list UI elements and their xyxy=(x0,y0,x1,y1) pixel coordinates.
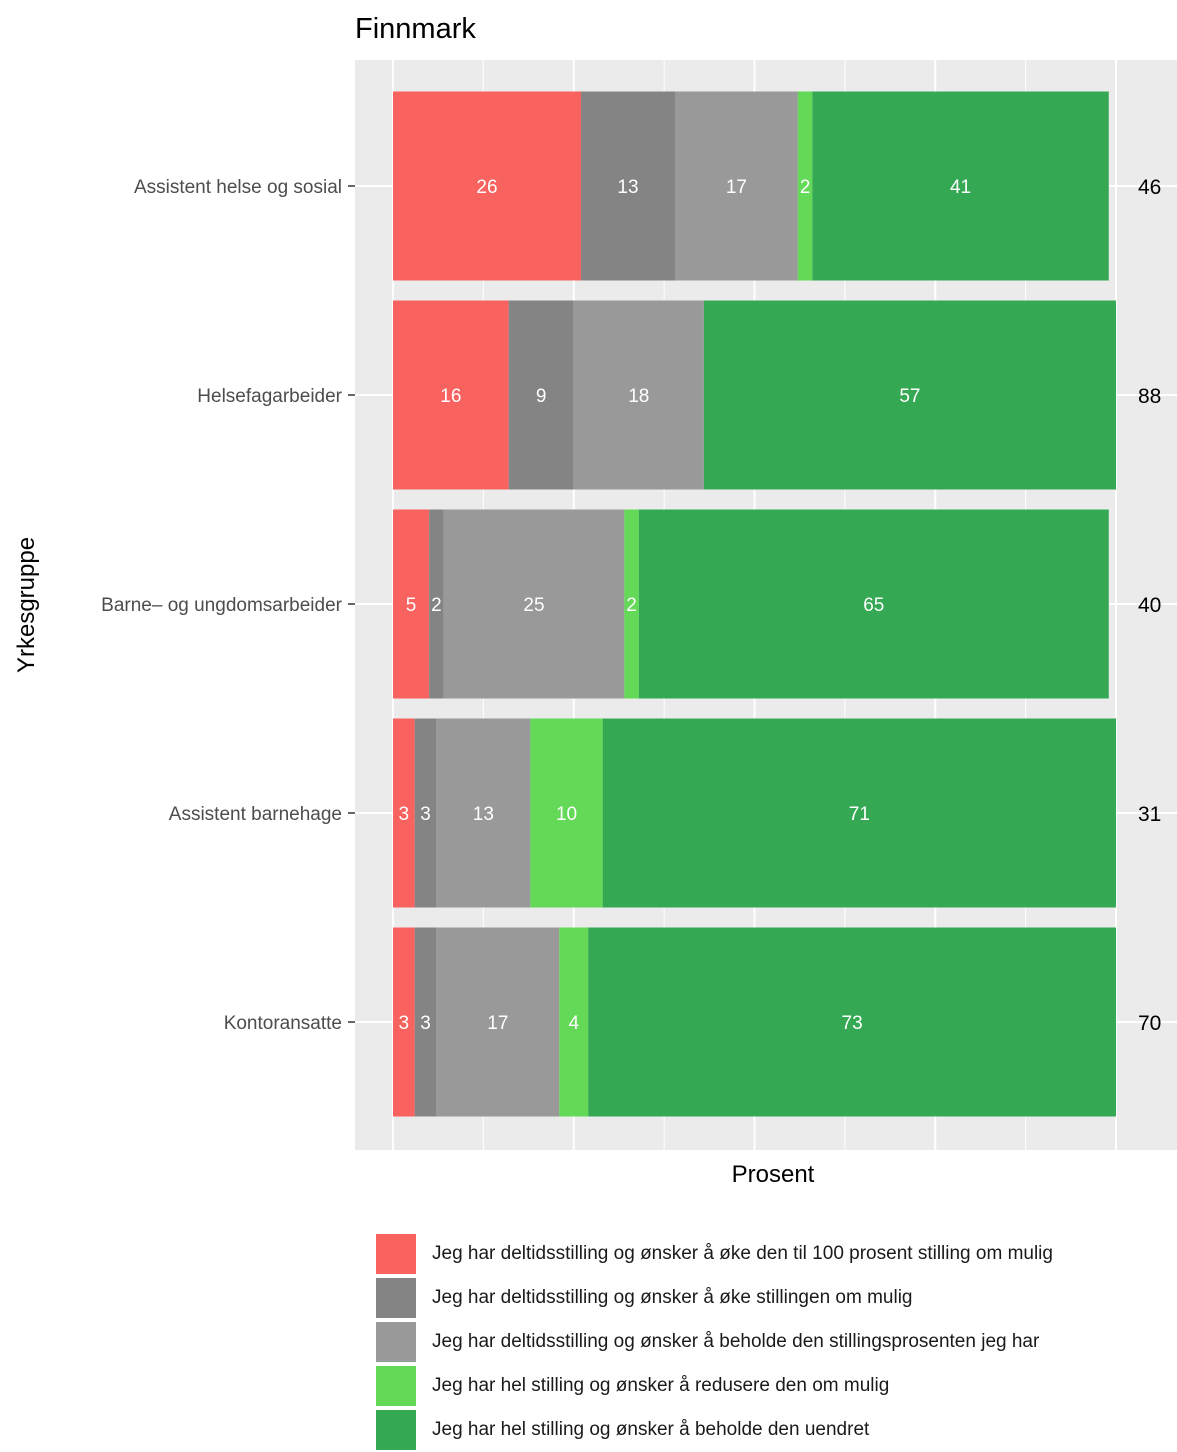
bar-segment xyxy=(508,300,574,490)
legend-swatch xyxy=(376,1278,416,1318)
bar-segment xyxy=(588,927,1116,1117)
bar-segment xyxy=(393,300,509,490)
legend-swatch xyxy=(376,1234,416,1274)
bar-value-label: 18 xyxy=(628,386,649,407)
bar-segment xyxy=(393,509,430,699)
bar-value-label: 65 xyxy=(863,595,884,616)
count-label: 31 xyxy=(1138,803,1161,826)
count-label: 88 xyxy=(1138,385,1161,408)
bar-segment xyxy=(436,718,531,908)
bar-value-label: 73 xyxy=(842,1013,863,1034)
count-label: 40 xyxy=(1138,594,1161,617)
legend-swatch xyxy=(376,1322,416,1362)
bar-value-label: 41 xyxy=(950,177,971,198)
bar-value-label: 2 xyxy=(800,177,811,198)
legend-label: Jeg har hel stilling og ønsker å reduser… xyxy=(432,1375,890,1396)
legend-item: Jeg har deltidsstilling og ønsker å øke … xyxy=(376,1232,1177,1276)
bar-value-label: 10 xyxy=(556,804,577,825)
category-label: Assistent helse og sosial xyxy=(134,177,342,198)
bar-value-label: 26 xyxy=(476,177,497,198)
legend-swatch xyxy=(376,1366,416,1406)
bar-segment xyxy=(812,91,1109,281)
bar-segment xyxy=(573,300,704,490)
bar-segment xyxy=(674,91,798,281)
bar-value-label: 3 xyxy=(420,1013,431,1034)
category-label: Assistent barnehage xyxy=(169,804,342,825)
bar-segment xyxy=(530,718,603,908)
category-label: Kontoransatte xyxy=(224,1013,342,1034)
bar-value-label: 16 xyxy=(440,386,461,407)
bar-segment xyxy=(436,927,560,1117)
bar-segment xyxy=(414,718,437,908)
bar-value-label: 9 xyxy=(536,386,547,407)
legend-item: Jeg har deltidsstilling og ønsker å beho… xyxy=(376,1320,1177,1364)
legend-item: Jeg har hel stilling og ønsker å reduser… xyxy=(376,1364,1177,1408)
bar-segment xyxy=(429,509,444,699)
legend: Jeg har deltidsstilling og ønsker å øke … xyxy=(376,1232,1177,1452)
bar-segment xyxy=(797,91,813,281)
legend-item: Jeg har hel stilling og ønsker å beholde… xyxy=(376,1408,1177,1452)
bar-segment xyxy=(638,509,1109,699)
bar-value-label: 13 xyxy=(617,177,638,198)
legend-label: Jeg har deltidsstilling og ønsker å øke … xyxy=(432,1287,913,1308)
bar-segment xyxy=(393,91,581,281)
bar-segment xyxy=(624,509,639,699)
bar-segment xyxy=(703,300,1116,490)
x-axis-label: Prosent xyxy=(732,1161,815,1188)
legend-label: Jeg har hel stilling og ønsker å beholde… xyxy=(432,1419,870,1440)
count-label: 70 xyxy=(1138,1012,1161,1035)
bar-value-label: 3 xyxy=(399,1013,410,1034)
bar-value-label: 71 xyxy=(849,804,870,825)
bar-value-label: 13 xyxy=(473,804,494,825)
bar-value-label: 17 xyxy=(487,1013,508,1034)
bar-segment xyxy=(414,927,437,1117)
bar-segment xyxy=(580,91,675,281)
bar-value-label: 25 xyxy=(523,595,544,616)
category-label: Helsefagarbeider xyxy=(197,386,342,407)
count-labels: 46 88 40 31 70 xyxy=(1138,176,1161,1035)
bar-value-label: 2 xyxy=(431,595,442,616)
bar-value-label: 17 xyxy=(726,177,747,198)
bar-value-label: 3 xyxy=(420,804,431,825)
bar-segment xyxy=(393,718,415,908)
legend-swatch xyxy=(376,1410,416,1450)
bar-segment xyxy=(602,718,1116,908)
legend-label: Jeg har deltidsstilling og ønsker å øke … xyxy=(432,1243,1053,1264)
chart-title: Finnmark xyxy=(355,13,476,45)
bar-value-label: 5 xyxy=(406,595,417,616)
count-label: 46 xyxy=(1138,176,1161,199)
y-axis-label: Yrkesgruppe xyxy=(13,537,40,673)
bar-segment xyxy=(443,509,625,699)
category-labels: Assistent helse og sosial Helsefagarbeide… xyxy=(101,177,355,1034)
legend-label: Jeg har deltidsstilling og ønsker å beho… xyxy=(432,1331,1040,1352)
category-label: Barne– og ungdomsarbeider xyxy=(101,595,343,616)
bar-segment xyxy=(393,927,415,1117)
legend-item: Jeg har deltidsstilling og ønsker å øke … xyxy=(376,1276,1177,1320)
bar-value-label: 2 xyxy=(626,595,637,616)
bar-segment xyxy=(559,927,589,1117)
bar-value-label: 4 xyxy=(568,1013,579,1034)
bar-value-label: 57 xyxy=(899,386,920,407)
bar-value-label: 3 xyxy=(399,804,410,825)
